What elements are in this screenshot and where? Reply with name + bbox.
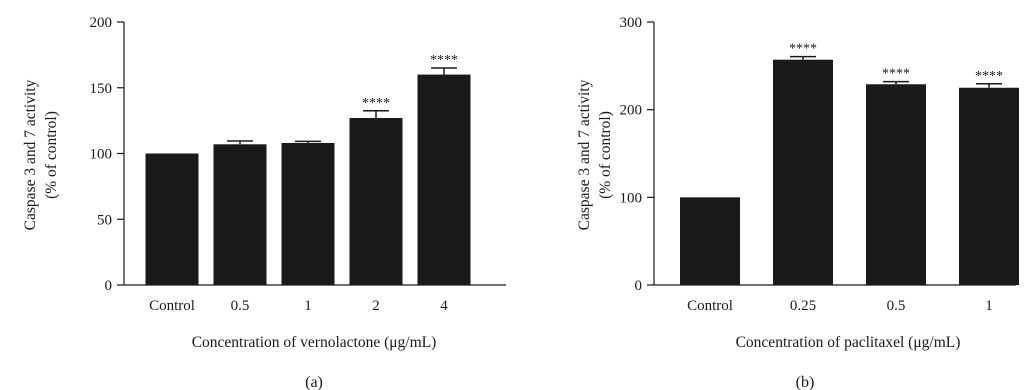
chart-panel-b: Caspase 3 and 7 activity (% of control) …: [576, 15, 1019, 390]
x-tick-label-b: 0.25: [790, 298, 816, 314]
y-tick-label-a: 50: [97, 212, 112, 228]
bar-b: [680, 197, 740, 285]
x-tick-label-a: 2: [372, 298, 380, 314]
y-tick-label-a: 0: [105, 278, 113, 294]
x-tick-label-b: 1: [985, 298, 993, 314]
bar-a: [417, 74, 471, 285]
chart-panel-a: Caspase 3 and 7 activity (% of control) …: [22, 15, 506, 390]
x-tick-label-b: 0.5: [887, 298, 906, 314]
significance-label-a: ****: [362, 96, 390, 111]
significance-label-b: ****: [882, 67, 910, 82]
x-tick-label-a: 0.5: [231, 298, 250, 314]
panel-label-b: (b): [796, 374, 815, 390]
x-tick-label-a: 1: [304, 298, 312, 314]
y-axis-label-b: Caspase 3 and 7 activity: [576, 79, 593, 230]
significance-label-b: ****: [789, 42, 817, 57]
x-tick-label-a: 4: [440, 298, 448, 314]
significance-label-b: ****: [975, 69, 1003, 84]
x-axis-label-a: Concentration of vernolactone (μg/mL): [192, 334, 437, 351]
bar-b: [866, 84, 926, 285]
y-axis-label-b-unit: (% of control): [597, 111, 614, 199]
y-tick-label-b: 0: [635, 278, 643, 294]
y-axis-label-a-unit: (% of control): [43, 111, 60, 199]
y-tick-label-a: 200: [90, 15, 113, 31]
y-tick-label-b: 200: [620, 103, 643, 119]
bar-b: [773, 59, 833, 285]
y-tick-label-a: 100: [90, 147, 113, 163]
x-axis-label-b: Concentration of paclitaxel (μg/mL): [736, 334, 961, 351]
x-tick-label-b: Control: [687, 298, 733, 314]
bar-a: [281, 142, 335, 285]
y-axis-label-a: Caspase 3 and 7 activity: [22, 79, 39, 230]
bar-b: [959, 87, 1019, 285]
bar-a: [213, 144, 267, 285]
y-tick-label-b: 300: [620, 15, 643, 31]
y-tick-label-b: 100: [620, 190, 643, 206]
x-tick-label-a: Control: [149, 298, 195, 314]
bar-a: [145, 153, 199, 285]
bar-a: [349, 117, 403, 286]
y-tick-label-a: 150: [90, 81, 113, 97]
significance-label-a: ****: [430, 53, 458, 68]
panel-label-a: (a): [305, 374, 323, 390]
